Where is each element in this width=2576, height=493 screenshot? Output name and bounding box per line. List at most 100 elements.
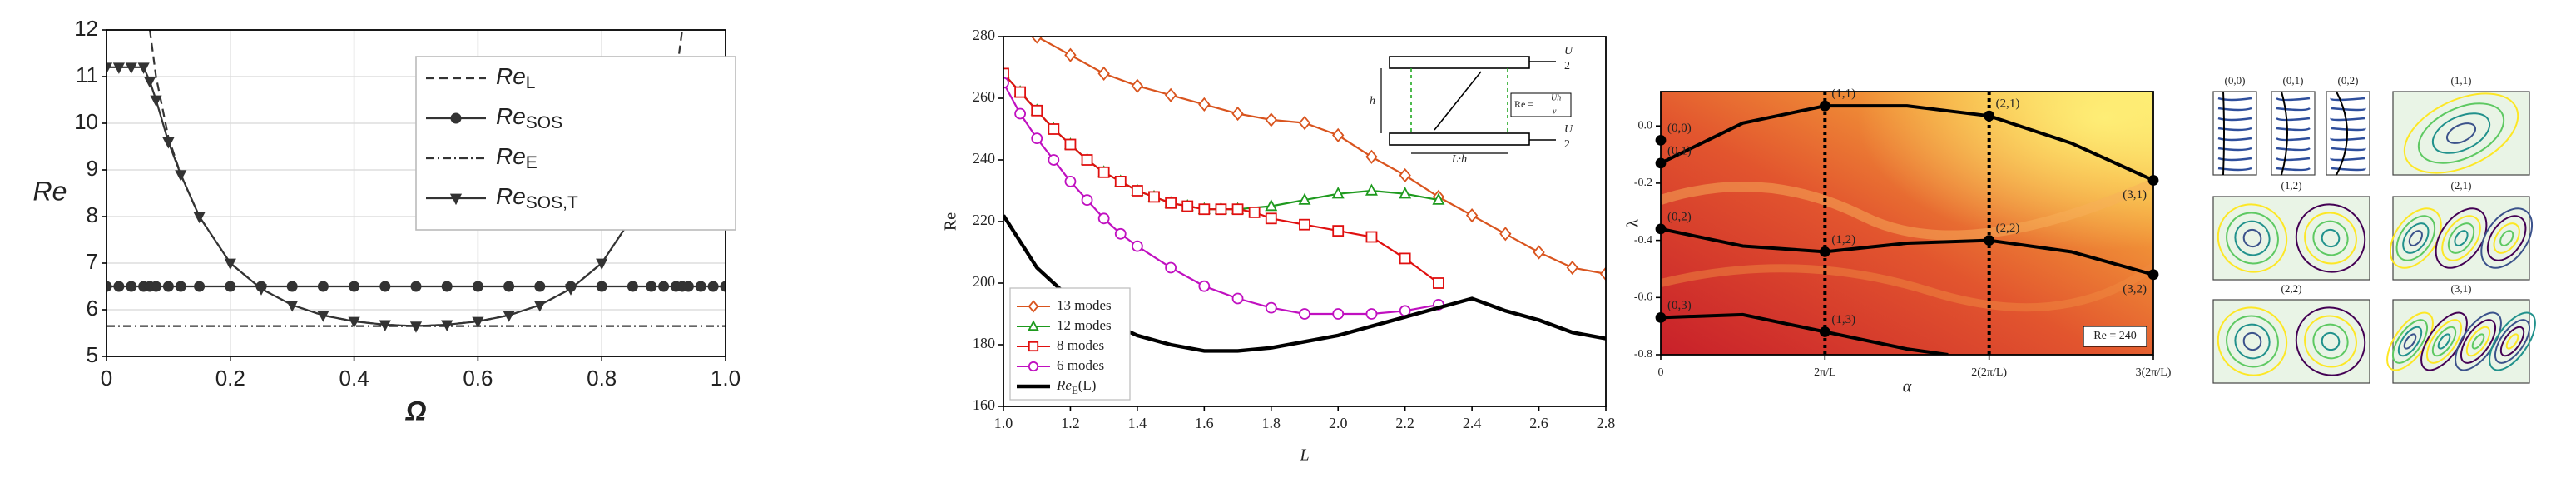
marker	[175, 281, 186, 292]
marker	[449, 193, 463, 206]
contour	[2480, 207, 2534, 269]
marker	[349, 281, 360, 292]
panel-frame	[2392, 91, 2530, 176]
marker	[1231, 292, 1244, 305]
marker	[194, 281, 206, 292]
profile	[2222, 91, 2225, 176]
x-tick-label: 1.0	[711, 366, 741, 391]
marker	[255, 284, 268, 296]
x-tick-label: 0	[101, 366, 112, 391]
legend-name: Re	[496, 63, 526, 89]
x-axis-label: L	[1299, 446, 1309, 465]
inset-schematic: U 2 U 2 h Re = Uh ν L·h	[1370, 45, 1573, 166]
y-tick-label: 240	[973, 150, 995, 167]
marker	[1165, 261, 1177, 274]
contour	[2397, 326, 2423, 357]
legend-name: Re	[496, 183, 526, 209]
marker	[126, 281, 137, 292]
marker	[564, 284, 577, 296]
legend-label: 13 modes	[1057, 297, 1112, 313]
y-tick-label: 12	[74, 16, 98, 41]
u-num: U	[1564, 123, 1573, 136]
legend-name: Re	[496, 143, 526, 169]
mode-label: (0,1)	[1667, 144, 1692, 157]
marker	[1064, 47, 1077, 62]
mode-label: (3,1)	[2123, 188, 2147, 202]
marker	[1365, 308, 1378, 320]
streamline	[2276, 127, 2311, 132]
streamline	[2217, 167, 2252, 172]
contour	[2226, 212, 2279, 265]
streamline	[2217, 147, 2252, 152]
panel-frame	[2212, 299, 2370, 384]
annotation-box	[2083, 326, 2147, 347]
contour	[2499, 326, 2525, 357]
streamline	[2217, 157, 2252, 162]
mode-label: (2,1)	[1996, 97, 2020, 111]
marker	[1131, 240, 1143, 252]
re-label: Re =	[1514, 98, 1533, 110]
contour	[2402, 222, 2430, 254]
marker	[1265, 212, 1277, 225]
marker	[1028, 320, 1039, 331]
marker	[1081, 154, 1093, 166]
legend-label: ReL	[496, 63, 535, 92]
mode-point	[1819, 326, 1830, 337]
streamline	[2217, 97, 2252, 102]
charts: 0 0.2 0.4 0.6 0.8 1.056789101112ΩReReLReSOSRe…	[33, 16, 2536, 465]
x-tick-label: 1.0	[994, 415, 1013, 431]
marker	[1533, 245, 1545, 260]
marker	[1003, 77, 1009, 89]
legend-label: 12 modes	[1057, 317, 1112, 333]
plot-frame	[1660, 91, 2154, 356]
x-tick-label: 2π/L	[1814, 366, 1836, 379]
legend-subscript: E	[1072, 385, 1078, 396]
legend-name: Re	[496, 103, 526, 129]
re-box	[1510, 92, 1572, 117]
streamline	[2217, 117, 2252, 122]
marker	[1265, 198, 1278, 212]
marker	[503, 311, 515, 322]
x-tick-label: 2.4	[1463, 415, 1482, 431]
marker	[224, 258, 236, 271]
streamline	[2276, 147, 2311, 152]
marker	[1332, 127, 1345, 143]
heatmap-glow	[1661, 92, 2153, 355]
panel-title: (2,1)	[2451, 179, 2472, 192]
panel-title: (1,1)	[2451, 74, 2472, 87]
contour	[2431, 326, 2457, 357]
marker	[1131, 185, 1143, 197]
marker	[1399, 252, 1411, 265]
marker	[1028, 300, 1039, 313]
legend-subscript: L	[526, 73, 536, 92]
contour	[2441, 215, 2481, 261]
y-tick-label: 7	[87, 249, 98, 274]
marker	[682, 281, 694, 292]
marker	[225, 281, 236, 292]
marker	[1248, 206, 1261, 218]
legend-label: 8 modes	[1057, 337, 1104, 353]
marker	[1131, 78, 1144, 93]
marker	[379, 320, 391, 332]
contour	[2403, 333, 2417, 350]
marker	[1298, 115, 1311, 131]
contour	[2408, 230, 2423, 246]
legend-subscript: SOS,T	[526, 193, 578, 212]
marker	[1331, 187, 1345, 199]
l-label: L·h	[1451, 153, 1467, 166]
contour	[2295, 306, 2366, 376]
marker	[1031, 104, 1043, 117]
streamline	[2331, 127, 2366, 132]
y-tick-label: -0.6	[1634, 291, 1652, 304]
marker	[1566, 260, 1578, 276]
marker	[125, 62, 137, 74]
marker	[1028, 341, 1039, 352]
marker	[1097, 166, 1110, 178]
marker	[1365, 149, 1378, 164]
contour	[2312, 323, 2349, 360]
streamline	[2276, 107, 2311, 112]
x-tick-label: 2.8	[1597, 415, 1616, 431]
marker	[1097, 66, 1110, 82]
contour	[2242, 228, 2262, 248]
marker	[1332, 225, 1345, 237]
